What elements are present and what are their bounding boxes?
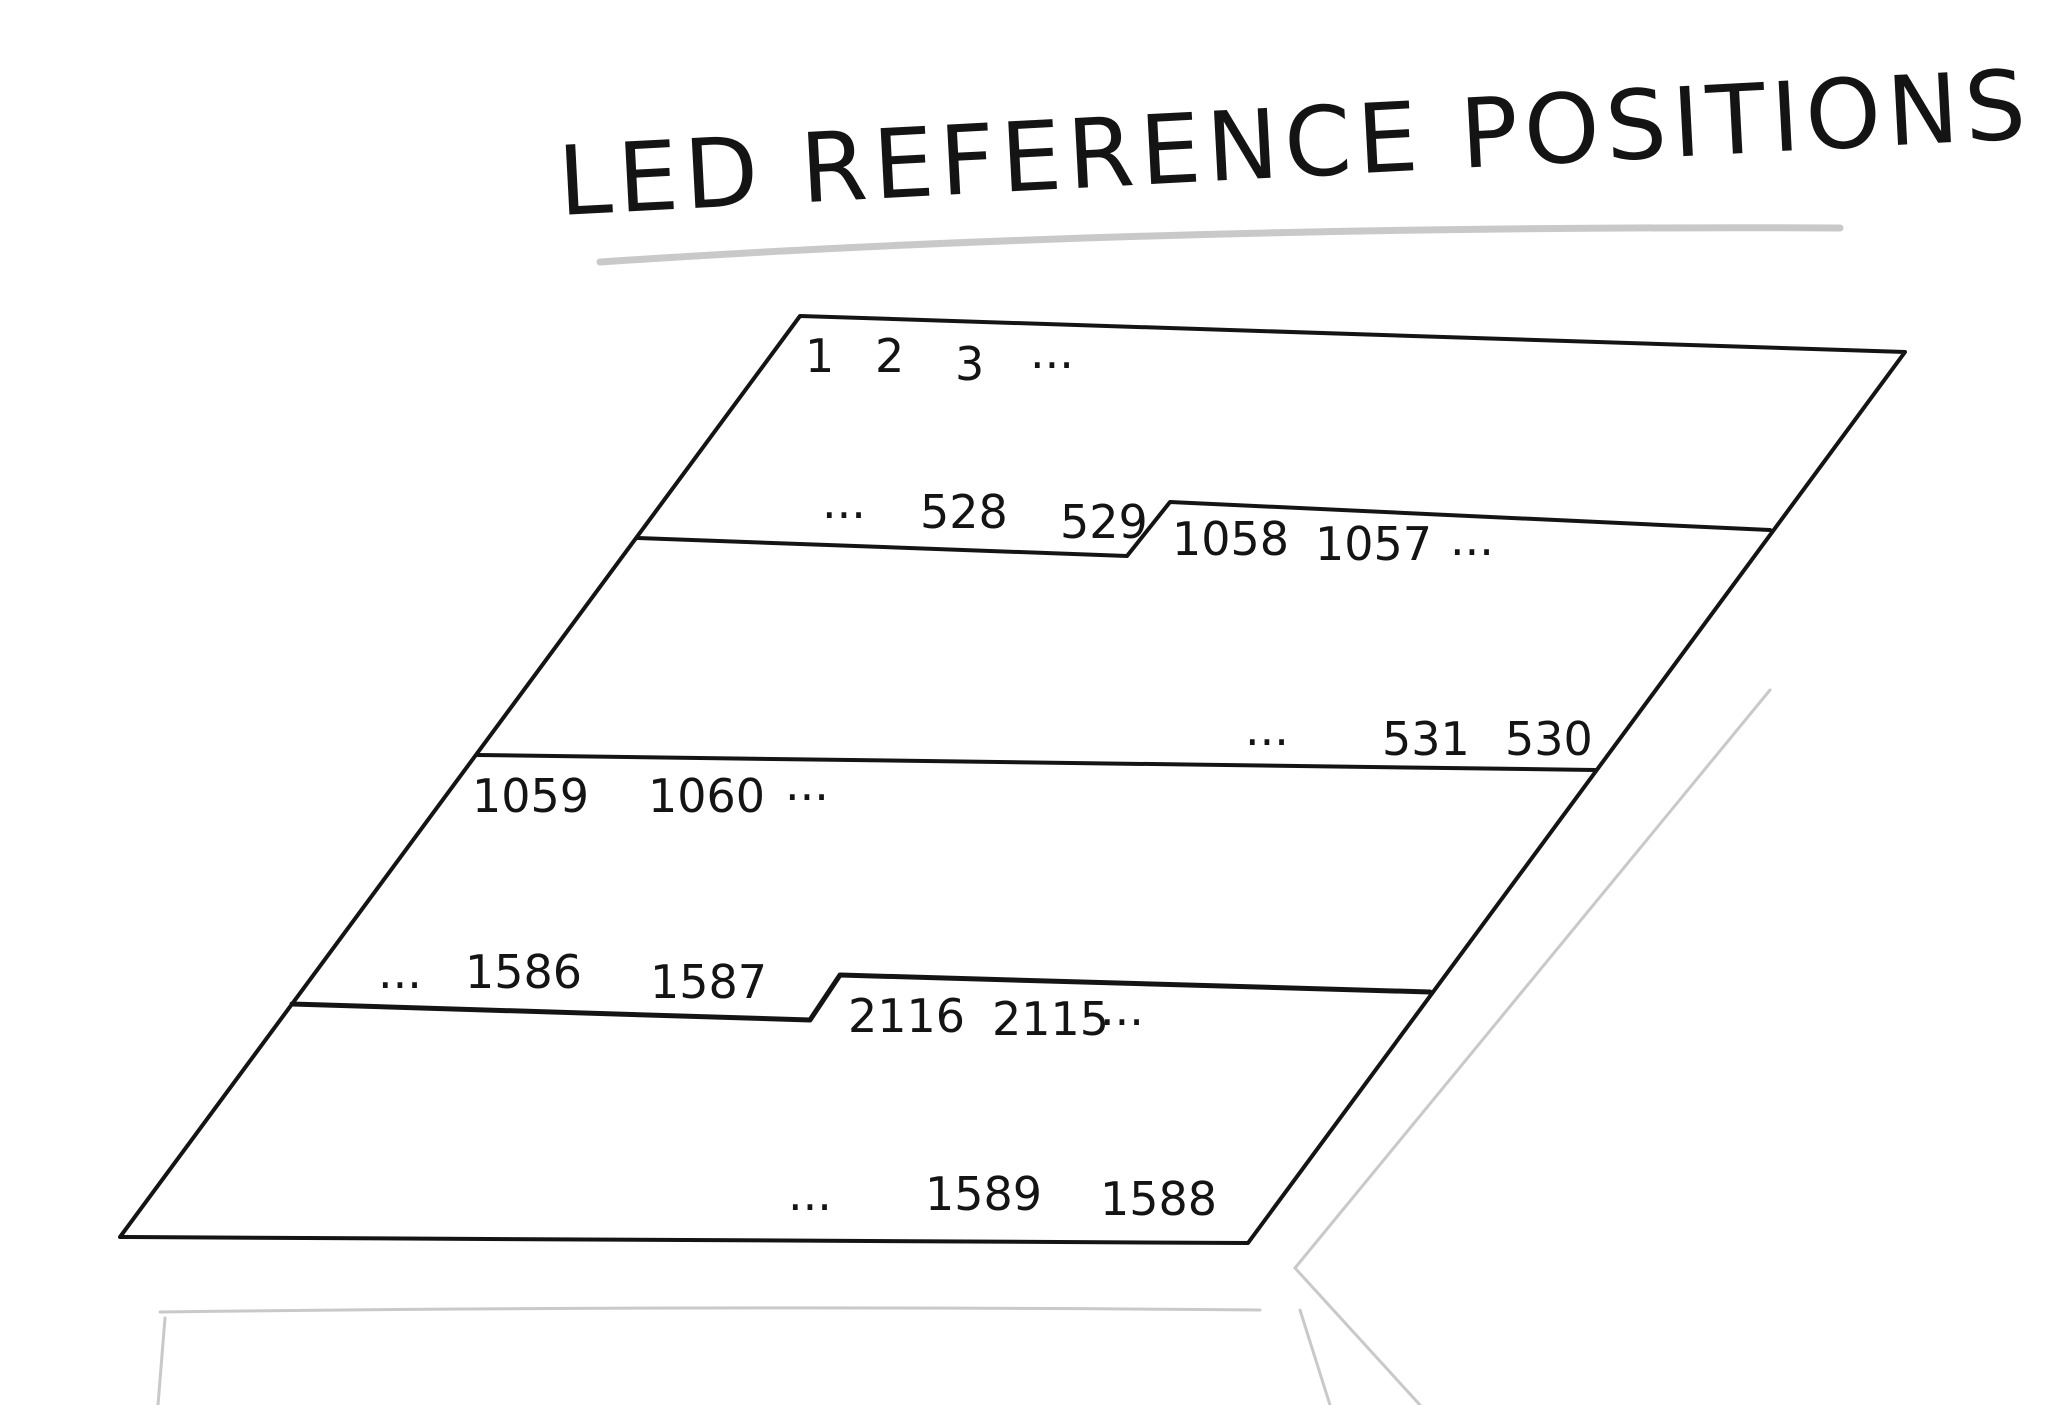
led-label: 1589 [925, 1167, 1042, 1221]
pencil-edge-right [1293, 688, 1772, 1405]
led-label: ... [1100, 982, 1144, 1036]
led-label: ... [822, 475, 866, 529]
led-label: 529 [1060, 495, 1148, 549]
panel-outline [118, 314, 1907, 1245]
led-label: 1057 [1315, 517, 1432, 571]
led-label: ... [785, 757, 829, 811]
led-label: 1059 [472, 769, 589, 823]
led-label: 2116 [848, 989, 965, 1043]
diagram-title: LED REFERENCE POSITIONS [555, 49, 2034, 238]
strip-divider-2 [476, 753, 1597, 772]
led-label: 1060 [648, 769, 765, 823]
led-label: ... [788, 1167, 832, 1221]
title-underline [596, 224, 1844, 266]
led-label: ... [1030, 325, 1074, 379]
led-label: ... [1450, 512, 1494, 566]
strip-2: 1058 1057 ... ... 531 530 [1172, 512, 1593, 766]
led-label: 1586 [465, 945, 582, 999]
strip-divider-1 [636, 500, 1772, 558]
pencil-edge-fold [1298, 1308, 1332, 1405]
led-label: ... [378, 945, 422, 999]
led-label: 1058 [1172, 512, 1289, 566]
pencil-edge-bottom [158, 1306, 1262, 1314]
strip-4: 2116 2115 ... ... 1589 1588 [788, 982, 1217, 1226]
strip-3: 1059 1060 ... ... 1586 1587 [378, 757, 829, 1009]
led-label: 531 [1382, 712, 1470, 766]
led-label: ... [1245, 702, 1289, 756]
led-label: 3 [955, 337, 984, 391]
led-label: 1 [805, 329, 834, 383]
led-label: 1587 [650, 955, 767, 1009]
led-label: 1588 [1100, 1172, 1217, 1226]
led-label: 2 [875, 329, 904, 383]
pencil-edge-left [156, 1316, 167, 1405]
led-label: 528 [920, 485, 1008, 539]
strip-divider-3 [289, 972, 1433, 1023]
led-label: 530 [1505, 712, 1593, 766]
led-label: 2115 [992, 992, 1109, 1046]
strip-1: 1 2 3 ... ... 528 529 [805, 325, 1148, 549]
